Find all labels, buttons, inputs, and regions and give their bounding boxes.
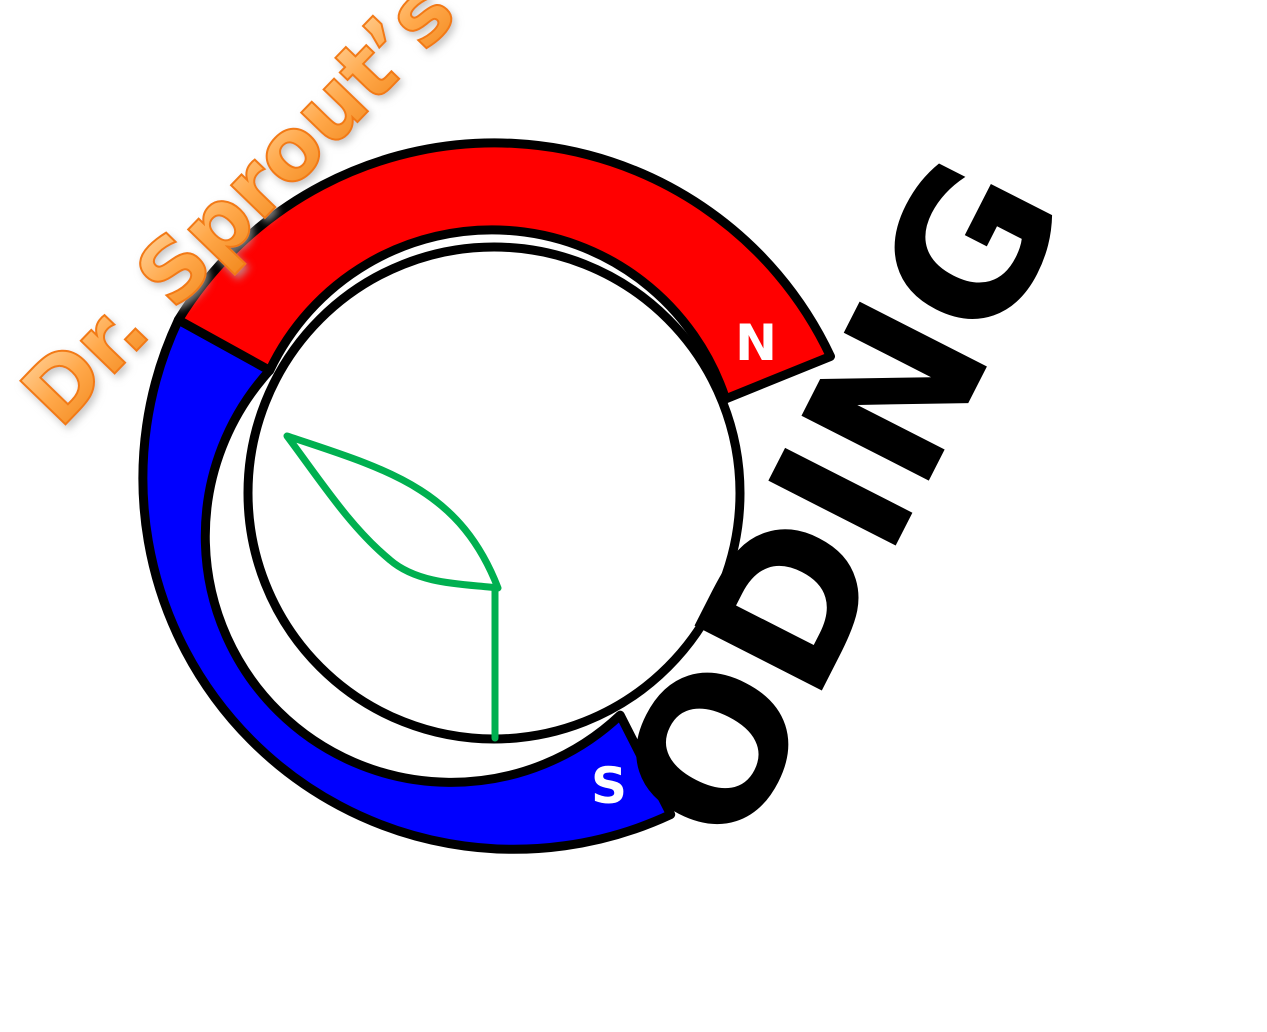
magnet-south-segment <box>138 315 676 854</box>
north-label: N <box>735 314 777 372</box>
south-label: S <box>591 757 627 815</box>
magnet-north-segment <box>173 138 835 404</box>
sprout-icon <box>283 432 502 742</box>
